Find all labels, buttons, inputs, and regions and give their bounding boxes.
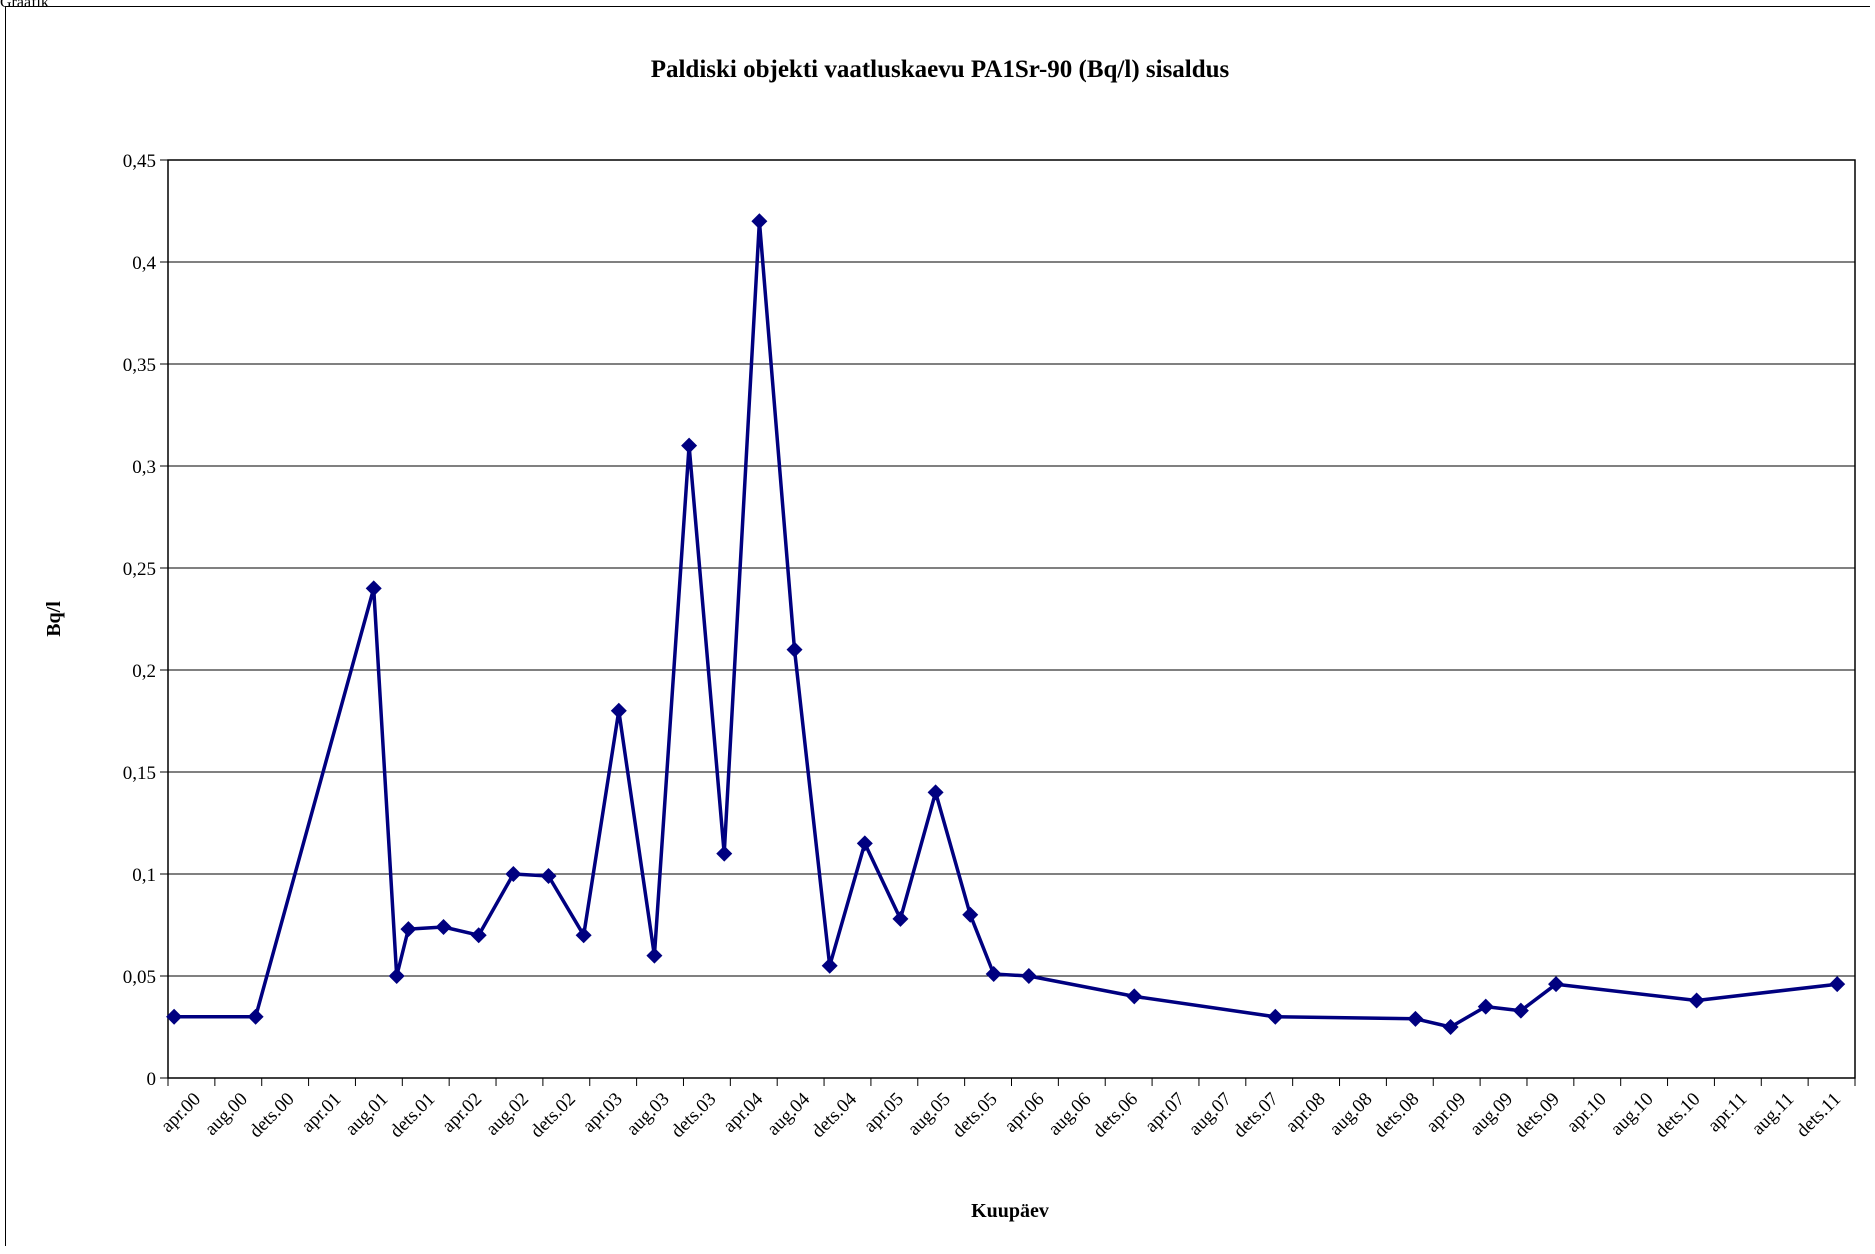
x-tick-label: aug.01 [341,1089,392,1140]
x-tick-label: aug.02 [482,1089,533,1140]
x-tick-label: apr.04 [719,1088,767,1136]
data-point [821,957,838,974]
x-axis-title: Kuupäev [971,1200,1049,1222]
x-tick-label: dets.10 [1651,1089,1704,1142]
corner-label: Graafik [0,0,49,11]
y-axis-title: Bq/l [43,601,65,637]
y-tick-label: 0,15 [123,763,156,784]
gridlines [168,261,1855,977]
series-line [174,219,1838,1029]
data-point [400,921,417,938]
y-tick-label: 0 [147,1069,157,1090]
x-tick-label: dets.02 [527,1089,580,1142]
x-tick-label: apr.09 [1422,1089,1470,1137]
x-tick-label: apr.01 [297,1089,345,1137]
data-point [751,213,768,230]
x-tick-label: dets.09 [1511,1089,1564,1142]
y-tick-label: 0,1 [132,865,156,886]
y-tick-label: 0,25 [123,559,156,580]
data-point [1512,1002,1529,1019]
plot-area [167,159,1856,1079]
x-tick-label: aug.11 [1748,1089,1799,1140]
data-point [388,968,405,984]
x-axis-ticks: apr.00aug.00dets.00apr.01aug.01dets.01ap… [157,1078,1856,1142]
y-tick-label: 0,4 [132,253,156,274]
x-tick-label: aug.00 [201,1089,252,1140]
data-point [575,927,592,944]
data-point [985,965,1002,982]
data-point [1477,998,1494,1015]
data-point [1442,1019,1459,1035]
data-point [1267,1008,1284,1025]
x-tick-label: apr.06 [1000,1089,1048,1137]
x-tick-label: apr.11 [1704,1089,1752,1137]
data-point [247,1008,264,1025]
data-point [646,947,663,964]
x-tick-label: dets.01 [386,1089,439,1142]
y-tick-label: 0,35 [123,355,156,376]
x-tick-label: aug.10 [1607,1089,1658,1140]
x-tick-label: aug.06 [1044,1089,1095,1140]
data-point [892,910,909,927]
data-point [1548,976,1565,993]
x-tick-label: apr.02 [438,1089,486,1137]
chart-frame [5,6,1870,1246]
x-tick-label: aug.05 [904,1089,955,1140]
series-group [166,213,1846,1035]
data-point [716,845,733,862]
x-tick-label: aug.03 [623,1089,674,1140]
x-tick-label: dets.08 [1370,1089,1423,1142]
data-point [1829,976,1846,993]
x-tick-label: dets.04 [808,1088,862,1142]
data-point [1407,1010,1424,1027]
y-axis-ticks: 0 0,05 0,1 0,15 0,2 0,25 0,3 0,35 0,4 0,45 [123,151,168,1090]
x-tick-label: dets.03 [667,1089,720,1142]
x-tick-label: aug.08 [1325,1089,1376,1140]
x-tick-label: aug.09 [1466,1089,1517,1140]
x-tick-label: apr.08 [1282,1089,1330,1137]
x-tick-label: apr.03 [579,1089,627,1137]
y-tick-label: 0,45 [123,151,156,172]
x-tick-label: dets.07 [1229,1089,1282,1142]
x-tick-label: apr.10 [1563,1089,1611,1137]
data-point [856,835,873,852]
y-tick-label: 0,3 [132,457,156,478]
x-tick-label: aug.04 [763,1088,814,1139]
data-point [962,906,979,923]
x-tick-label: aug.07 [1185,1089,1236,1140]
x-tick-label: apr.07 [1141,1089,1189,1137]
y-tick-label: 0,2 [132,661,156,682]
x-tick-label: apr.05 [860,1089,908,1137]
data-point [435,919,452,936]
data-point [1126,988,1143,1005]
x-tick-label: dets.05 [948,1089,1001,1142]
chart-title: Paldiski objekti vaatluskaevu PA1Sr-90 (… [651,56,1230,83]
data-point [1020,968,1037,984]
data-point [1688,992,1705,1009]
x-tick-label: dets.06 [1089,1089,1142,1142]
data-point [681,437,698,454]
x-tick-label: dets.11 [1792,1089,1845,1142]
data-point [505,866,522,882]
data-point [610,702,627,719]
y-tick-label: 0,05 [123,967,156,988]
x-tick-label: apr.00 [157,1089,205,1137]
x-tick-label: dets.00 [245,1089,298,1142]
data-point [166,1008,183,1025]
data-point [927,784,944,801]
data-point [786,641,803,658]
data-point [540,868,557,885]
data-point [365,580,382,597]
data-point [470,927,487,944]
